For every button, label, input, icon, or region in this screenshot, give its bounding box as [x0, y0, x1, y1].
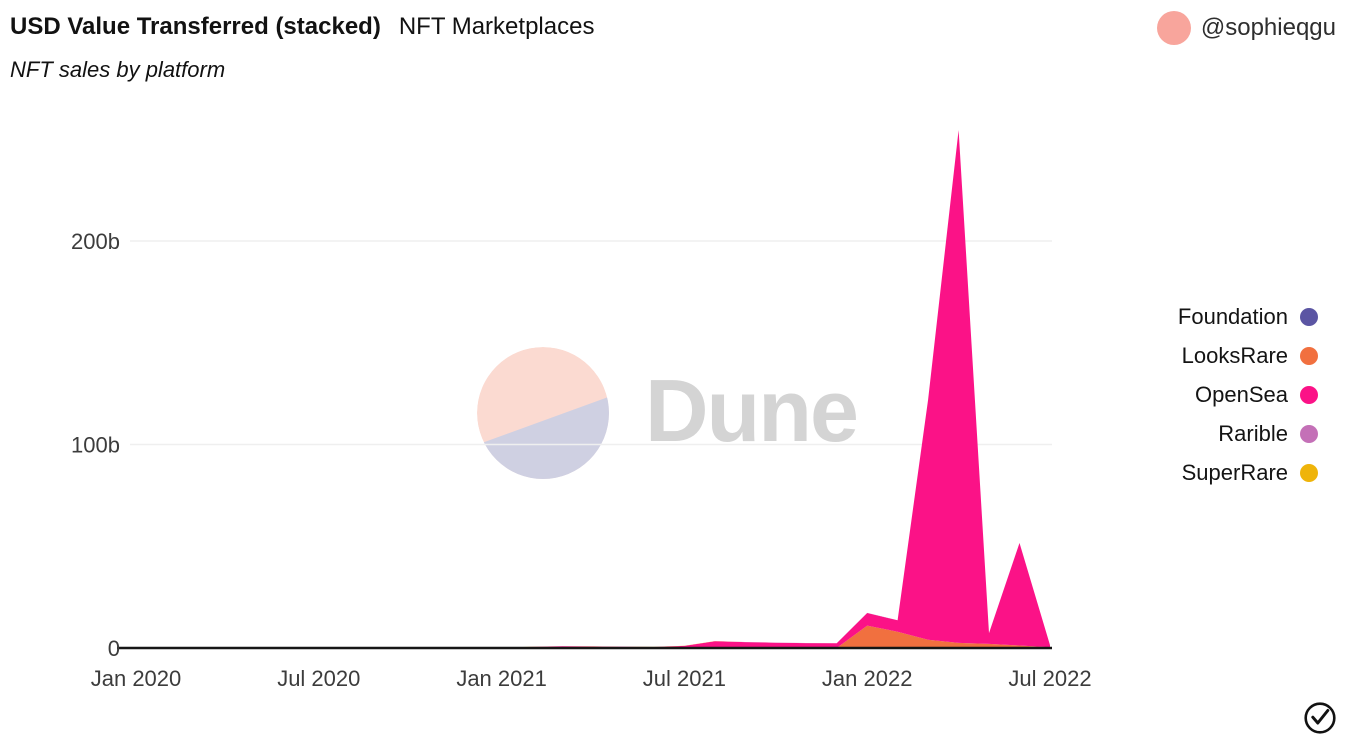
dune-watermark: Dune: [477, 347, 859, 479]
legend-item-rarible[interactable]: Rarible: [1178, 414, 1318, 453]
author-chip[interactable]: @sophieqgu: [1156, 11, 1336, 45]
legend-item-foundation[interactable]: Foundation: [1178, 297, 1318, 336]
chart-title-secondary: NFT Marketplaces: [398, 13, 595, 40]
y-tick-label: 0: [108, 636, 120, 661]
x-tick-label: Jul 2020: [277, 666, 360, 691]
chart-header: USD Value Transferred (stacked) NFT Mark…: [10, 13, 594, 41]
chart-legend: Foundation LooksRare OpenSea Rarible SuperRa…: [1178, 297, 1318, 492]
legend-color-dot: [1300, 463, 1318, 482]
check-circle-icon: [1302, 700, 1338, 736]
area-opensea[interactable]: [136, 130, 1050, 649]
legend-item-superrare[interactable]: SuperRare: [1178, 453, 1318, 492]
chart-title: USD Value Transferred (stacked): [10, 13, 381, 40]
legend-label: Foundation: [1177, 303, 1288, 329]
x-tick-label: Jul 2021: [643, 666, 726, 691]
legend-color-dot: [1300, 385, 1318, 404]
author-handle: @sophieqgu: [1200, 14, 1336, 41]
dune-watermark-text: Dune: [645, 361, 857, 460]
x-tick-label: Jan 2020: [91, 666, 182, 691]
y-tick-label: 200b: [71, 229, 120, 254]
legend-label: SuperRare: [1181, 459, 1288, 485]
x-tick-label: Jan 2021: [456, 666, 547, 691]
legend-label: OpenSea: [1195, 381, 1288, 407]
area-looksrare[interactable]: [136, 625, 1050, 648]
legend-label: Rarible: [1218, 420, 1288, 446]
plot-area[interactable]: [136, 130, 1050, 649]
legend-item-looksrare[interactable]: LooksRare: [1178, 336, 1318, 375]
legend-color-dot: [1300, 307, 1318, 326]
legend-color-dot: [1300, 346, 1318, 365]
y-tick-label: 100b: [71, 433, 120, 458]
legend-label: LooksRare: [1181, 342, 1288, 368]
avatar: [1156, 11, 1191, 45]
chart-subtitle: NFT sales by platform: [10, 57, 226, 82]
x-tick-label: Jan 2022: [822, 666, 913, 691]
legend-color-dot: [1300, 424, 1318, 443]
legend-item-opensea[interactable]: OpenSea: [1178, 375, 1318, 414]
x-tick-label: Jul 2022: [1008, 666, 1091, 691]
